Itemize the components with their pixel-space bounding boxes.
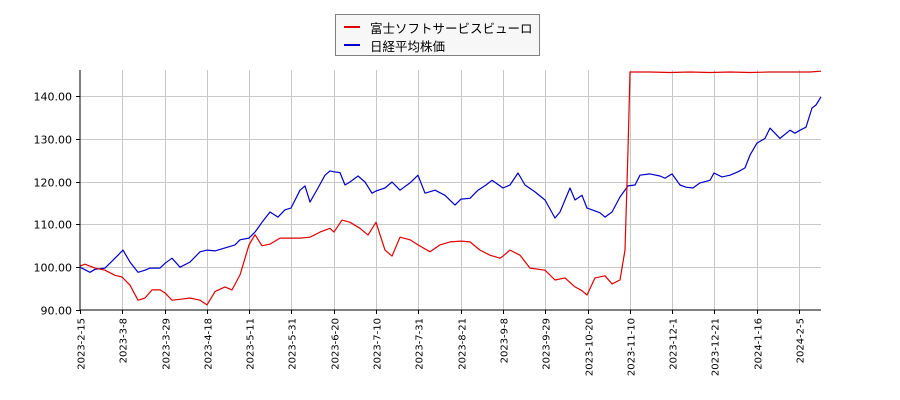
y-axis-ticks: 90.00 100.00 110.00 120.00 130.00 140.00 — [34, 91, 80, 318]
x-tick-label: 2023-5-31 — [288, 318, 299, 370]
legend-label: 日経平均株価 — [370, 38, 446, 54]
series-line — [79, 96, 822, 273]
y-tick-label: 110.00 — [34, 219, 73, 232]
legend-label: 富士ソフトサービスビューロ — [370, 20, 533, 36]
x-tick-label: 2023-3-8 — [119, 318, 130, 363]
x-tick-label: 2023-10-20 — [585, 318, 596, 376]
y-tick-label: 130.00 — [34, 134, 73, 147]
legend-item-fujisoft: 富士ソフトサービスビューロ — [344, 18, 533, 36]
x-tick-label: 2023-12-1 — [669, 318, 680, 370]
series-lines — [79, 70, 822, 306]
legend: 富士ソフトサービスビューロ 日経平均株価 — [335, 14, 540, 56]
gridlines — [80, 70, 821, 310]
legend-item-nikkei: 日経平均株価 — [344, 36, 445, 54]
y-tick-label: 140.00 — [34, 91, 73, 104]
x-tick-label: 2024-2-5 — [796, 318, 807, 363]
x-tick-label: 2023-9-8 — [500, 318, 511, 363]
legend-swatch-red — [344, 26, 360, 28]
x-axis-ticks: 2023-2-15 2023-3-8 2023-3-29 2023-4-18 2023-… — [77, 310, 807, 376]
x-tick-label: 2023-2-15 — [77, 318, 88, 370]
x-tick-label: 2023-9-29 — [542, 318, 553, 370]
x-tick-label: 2023-7-10 — [373, 318, 384, 370]
x-tick-label: 2024-1-16 — [754, 318, 765, 370]
y-tick-label: 120.00 — [34, 177, 73, 190]
series-line — [79, 70, 822, 306]
y-tick-label: 90.00 — [41, 305, 73, 318]
x-tick-label: 2023-3-29 — [162, 318, 173, 370]
x-tick-label: 2023-6-20 — [331, 318, 342, 370]
y-tick-label: 100.00 — [34, 262, 73, 275]
x-tick-label: 2023-7-31 — [415, 318, 426, 370]
x-tick-label: 2023-11-10 — [627, 318, 638, 376]
x-tick-label: 2023-8-21 — [458, 318, 469, 370]
axes — [79, 70, 821, 311]
x-tick-label: 2023-5-11 — [246, 318, 257, 370]
x-tick-label: 2023-4-18 — [204, 318, 215, 370]
x-tick-label: 2023-12-21 — [711, 318, 722, 376]
legend-swatch-blue — [344, 44, 360, 46]
